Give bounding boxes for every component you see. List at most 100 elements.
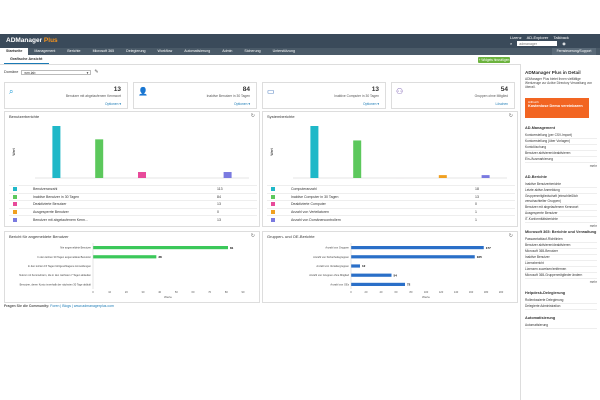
tab-0[interactable]: Startseite xyxy=(0,48,29,55)
app-logo[interactable]: ADManager Plus xyxy=(6,35,58,47)
legend-swatch xyxy=(271,194,275,199)
domain-select[interactable]: wm.lab ▾ xyxy=(21,69,92,75)
y-axis-label: Wert xyxy=(270,148,274,155)
bar-label: Anzahl von Gruppen ohne Mitglied xyxy=(309,273,349,277)
refresh-icon[interactable]: ↻ xyxy=(250,113,255,119)
sidebar-link[interactable]: Inaktive Benutzer xyxy=(525,255,597,261)
search-input[interactable] xyxy=(517,41,558,46)
legend-label: Inaktive Computer in 30 Tagen xyxy=(291,194,339,199)
talkback-link[interactable]: Talkback xyxy=(553,35,569,40)
system-reports-panel: Systemberichte ↻ Wert Computeranzahl 18 In… xyxy=(262,111,518,227)
tab-4[interactable]: Delegierung xyxy=(126,49,146,53)
bar-label: Benutzer, deren Konto innerhalb der näch… xyxy=(20,282,92,286)
sidebar-link[interactable]: Kontolöschung xyxy=(525,145,597,151)
sidebar-section-title: Automatisierung xyxy=(525,316,556,320)
edit-icon[interactable]: ✎ xyxy=(94,69,99,75)
sidebar-link[interactable]: Gruppenmitgliedschaft (einschließlich ve… xyxy=(525,194,597,205)
bar xyxy=(351,282,405,286)
domain-label: Domäne xyxy=(4,70,19,74)
y-axis-label: Wert xyxy=(12,148,16,155)
x-tick-label: 80 xyxy=(225,290,228,294)
summary-card: ▭ 13 Inaktive Computer in 30 Tagen Optionen… xyxy=(262,82,386,109)
legend-label: Deaktivierte Benutzer xyxy=(33,202,67,207)
sidebar-link[interactable]: Delegierte Administration xyxy=(525,304,597,310)
refresh-icon[interactable]: ↻ xyxy=(250,233,255,239)
legend-swatch xyxy=(271,187,275,192)
user-icon: 👤 xyxy=(138,87,148,96)
x-tick-label: 10 xyxy=(108,290,111,294)
legend-row: Ausgesperrte Benutzer 0 xyxy=(9,207,257,216)
sidebar-link[interactable]: Microsoft 365-Benutzer xyxy=(525,249,597,255)
summary-card: ⌕ 13 Benutzer mit abgelaufenem Kennwort Opt… xyxy=(4,82,128,109)
panel-title: Gruppen- und OE-Berichte xyxy=(267,234,315,239)
user-icon[interactable]: ◉ xyxy=(562,41,566,46)
bar xyxy=(95,139,104,178)
card-options-link[interactable]: Löschen xyxy=(495,102,508,106)
tab-5[interactable]: Workflow xyxy=(157,49,173,53)
bar-value: 177 xyxy=(486,246,491,250)
more-link[interactable]: mehr xyxy=(589,164,597,168)
sidebar-link[interactable]: Ein-/Ausmarkierung xyxy=(525,157,597,163)
legend-label: Inaktive Benutzer in 30 Tagen xyxy=(33,194,80,199)
legend-label: Benutzeranzahl xyxy=(33,187,58,192)
bar-label: Anzahl von Gruppen xyxy=(325,246,349,250)
tab-3[interactable]: Microsoft 365 xyxy=(92,49,115,53)
sidebar-section: Automatisierung Automatisierung xyxy=(525,316,597,329)
divider xyxy=(0,64,520,65)
legend-swatch xyxy=(13,217,17,222)
card-description: Gruppen ohne Mitglied xyxy=(474,94,508,98)
card-description: Inaktive Benutzer in 30 Tagen xyxy=(206,94,250,98)
bar-label: In den letzten 30 Tagen angemeldete Benu… xyxy=(37,255,91,259)
sidebar-link[interactable]: Kontoerstellung (per CSV-Import) xyxy=(525,133,597,139)
x-tick-label: 200 xyxy=(499,290,504,294)
more-link[interactable]: mehr xyxy=(589,224,597,228)
sidebar-link[interactable]: Rollenbasierte Delegierung xyxy=(525,298,597,304)
tab-2[interactable]: Berichte xyxy=(67,49,81,53)
sidebar-title: ADManager Plus in Detail xyxy=(525,70,581,75)
sidebar-link[interactable]: Benutzer aktivieren/deaktivieren xyxy=(525,243,597,249)
tab-9[interactable]: Unterstützung xyxy=(272,49,295,53)
chevron-down-icon: ▾ xyxy=(86,70,89,75)
sidebar-link[interactable]: Automatisierung xyxy=(525,323,597,329)
sidebar-link[interactable]: Benutzer mit abgelaufenem Kennwort xyxy=(525,205,597,211)
tab-7[interactable]: Admin xyxy=(222,49,233,53)
remote-support-button[interactable]: Fernsteuerung/Support xyxy=(552,48,596,55)
sidebar-link[interactable]: Letzte aktive Anmeldung xyxy=(525,188,597,194)
more-link[interactable]: mehr xyxy=(589,280,597,284)
license-link[interactable]: Lizenz xyxy=(510,35,522,40)
footer-links[interactable]: Foren | Blogs | www.admanagerplus.com xyxy=(50,304,114,308)
sidebar-link[interactable]: Passwortablauf-Richtlinien xyxy=(525,237,597,243)
tab-6[interactable]: Automatisierung xyxy=(184,49,211,53)
x-tick-label: 0 xyxy=(92,290,94,294)
sidebar-link[interactable]: IT-Konformitätsberichte xyxy=(525,217,597,223)
sidebar-link[interactable]: Inaktive Benutzerberichte xyxy=(525,182,597,188)
sidebar-link[interactable]: Lizenzen zuweisen/entfernen xyxy=(525,267,597,273)
legend-value: 13 xyxy=(217,217,221,222)
demo-promo-button[interactable]: Hilfreich Kostenlose Demo vereinbaren xyxy=(525,98,589,118)
refresh-icon[interactable]: ↻ xyxy=(508,113,513,119)
legend-swatch xyxy=(271,217,275,222)
card-options-link[interactable]: Optionen ▾ xyxy=(234,102,250,106)
sidebar-link[interactable]: Benutzer aktivieren/deaktivieren xyxy=(525,151,597,157)
x-tick-label: 100 xyxy=(424,290,429,294)
sidebar-link[interactable]: Ausgesperrte Benutzer xyxy=(525,211,597,217)
sidebar-link[interactable]: Kontoerstellung (über Vorlagen) xyxy=(525,139,597,145)
sidebar-link[interactable]: Microsoft 365-Gruppenmitglieder ändern xyxy=(525,273,597,279)
tab-8[interactable]: Sicherung xyxy=(244,49,261,53)
search-icon[interactable]: ⌕ xyxy=(510,41,513,46)
card-description: Benutzer mit abgelaufenem Kennwort xyxy=(65,94,121,98)
card-options-link[interactable]: Optionen ▾ xyxy=(363,102,379,106)
bar-label: In den letzten 15 Tagen fehlgeschlagene … xyxy=(28,264,92,268)
card-options-link[interactable]: Optionen ▾ xyxy=(105,102,121,106)
bar xyxy=(93,255,157,259)
sidebar-link[interactable]: Lizenzbericht xyxy=(525,261,597,267)
add-widgets-button[interactable]: + Widgets hinzufügen xyxy=(478,57,510,63)
ad-explorer-link[interactable]: AD-Explorer xyxy=(526,35,549,40)
legend-value: 13 xyxy=(217,202,221,207)
refresh-icon[interactable]: ↻ xyxy=(508,233,513,239)
tab-graphical-view[interactable]: Grafische Ansicht xyxy=(10,57,43,61)
top-bar xyxy=(0,34,600,48)
sidebar-section: AD-Berichte Inaktive Benutzerberichte Letz… xyxy=(525,175,597,228)
tab-1[interactable]: Management xyxy=(34,49,56,53)
legend-value: 0 xyxy=(217,210,219,215)
